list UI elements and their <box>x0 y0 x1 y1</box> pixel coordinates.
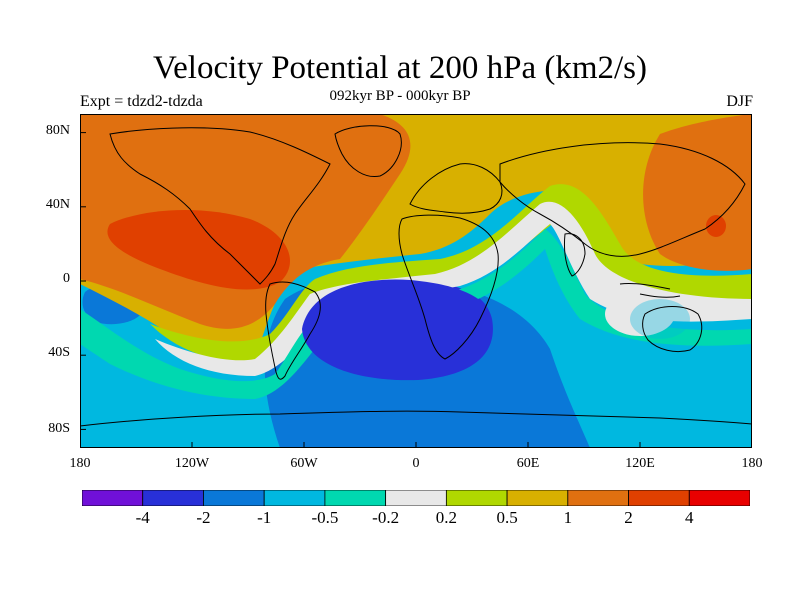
colorbar-swatch <box>445 490 508 506</box>
colorbar-swatch <box>385 490 447 506</box>
colorbar-tick-label: -4 <box>135 508 150 527</box>
asia-coast <box>499 142 746 257</box>
coastlines <box>80 125 752 427</box>
colorbar-swatch <box>142 490 204 506</box>
field-east-orange <box>643 114 752 271</box>
colorbar-swatch <box>263 490 326 506</box>
south-america-coast <box>265 281 321 380</box>
europe-coast <box>409 163 503 214</box>
colorbar-tick-label: 0.2 <box>435 508 457 527</box>
season-label: DJF <box>726 93 753 110</box>
australia-coast <box>642 306 703 353</box>
colorbar-swatch <box>82 490 144 506</box>
lon-tick-label: 120E <box>625 456 655 471</box>
colorbar-tick-label: 4 <box>685 508 694 527</box>
colorbar-tick-label: -2 <box>196 508 211 527</box>
colorbar-tick-label: -1 <box>257 508 272 527</box>
colorbar <box>82 490 750 506</box>
velocity-potential-map <box>80 114 752 448</box>
lat-tick-label: 80S <box>48 421 70 436</box>
colorbar-tick-label: -0.2 <box>372 508 400 527</box>
field-pacific-max <box>107 209 290 290</box>
lat-tick-label: 80N <box>45 123 70 138</box>
lon-tick-label: 120W <box>174 456 210 471</box>
lat-tick-label: 40S <box>48 345 70 360</box>
africa-coast <box>398 214 499 360</box>
colorbar-swatch <box>203 490 265 506</box>
indonesia-coast <box>619 283 681 298</box>
greenland-coast <box>334 125 402 178</box>
lon-tick-label: 60W <box>290 456 318 471</box>
colorbar-swatch <box>628 490 690 506</box>
lat-tick-label: 0 <box>63 271 70 286</box>
map-subtitle: 092kyr BP - 000kyr BP <box>329 88 471 104</box>
india-coast <box>564 233 586 277</box>
experiment-label: Expt = tdzd2-tdzda <box>80 93 203 110</box>
field-western-pacific-max <box>706 215 726 237</box>
axis-ticks <box>80 132 641 448</box>
map-title: Velocity Potential at 200 hPa (km2/s) <box>152 50 648 86</box>
lon-tick-label: 180 <box>741 456 763 471</box>
field-australia-white <box>630 299 690 339</box>
colorbar-tick-label: -0.5 <box>311 508 339 527</box>
lon-tick-label: 0 <box>412 456 420 471</box>
north-america-coast <box>109 127 331 285</box>
colorbar-tick-label: 2 <box>624 508 633 527</box>
lon-tick-label: 180 <box>69 456 91 471</box>
colorbar-tick-label: 0.5 <box>496 508 518 527</box>
field-atlantic-core <box>302 279 493 381</box>
colorbar-swatch <box>506 490 569 506</box>
colorbar-tick-label: 1 <box>563 508 573 527</box>
colorbar-swatch <box>324 490 387 506</box>
field-indonesia-white <box>605 292 675 336</box>
lon-tick-label: 60E <box>516 456 540 471</box>
colorbar-swatch <box>567 490 629 506</box>
antarctica-coast <box>80 410 752 427</box>
colorbar-swatch <box>688 490 750 506</box>
lat-tick-label: 40N <box>45 197 70 212</box>
field-southern-band-2 <box>80 414 752 448</box>
